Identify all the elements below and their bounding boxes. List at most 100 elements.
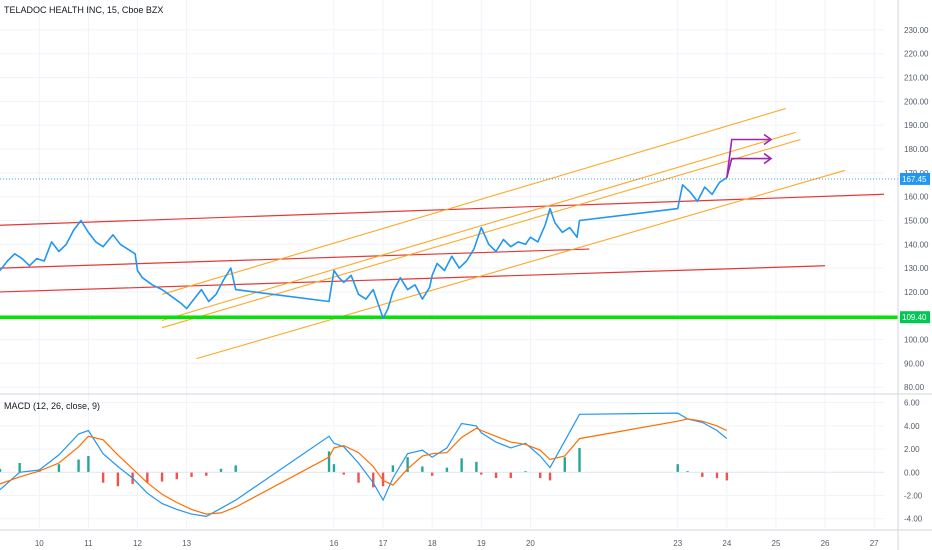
macd-histogram-bar bbox=[101, 472, 105, 483]
projection-arrow bbox=[726, 157, 772, 178]
orange-channel-line bbox=[196, 169, 845, 360]
macd-histogram-bar bbox=[524, 471, 527, 473]
macd-histogram-bar bbox=[391, 465, 395, 473]
red-trend-line bbox=[0, 193, 885, 226]
macd-histogram-bar bbox=[701, 472, 704, 477]
macd-histogram-bar bbox=[146, 472, 149, 483]
x-tick-label: 19 bbox=[477, 539, 486, 548]
macd-histogram-bar bbox=[116, 472, 120, 487]
macd-histogram-bar bbox=[725, 472, 729, 481]
y-tick-label: 130.00 bbox=[904, 264, 929, 273]
gridlines bbox=[0, 0, 884, 528]
macd-histogram-bar bbox=[381, 472, 385, 487]
signal-line bbox=[0, 418, 728, 515]
orange-channel-line bbox=[161, 107, 786, 295]
projection-arrow bbox=[726, 138, 772, 178]
macd-histogram-bar bbox=[539, 472, 542, 479]
macd-label: MACD (12, 26, close, 9) bbox=[4, 401, 100, 411]
macd-histogram-bar bbox=[494, 472, 498, 479]
y-tick-label: 100.00 bbox=[904, 336, 929, 345]
macd-histogram-bar bbox=[327, 451, 331, 473]
x-tick-label: 13 bbox=[182, 539, 191, 548]
orange-channel-line bbox=[161, 138, 801, 329]
x-tick-label: 11 bbox=[84, 539, 93, 548]
macd-y-tick-label: 4.00 bbox=[904, 422, 920, 431]
macd-histogram-bar bbox=[445, 467, 449, 473]
support-badge bbox=[900, 311, 930, 324]
macd-histogram-bar bbox=[548, 472, 552, 481]
macd-histogram-bar bbox=[18, 463, 21, 473]
macd-line bbox=[0, 412, 728, 518]
macd-histogram-bar bbox=[87, 456, 90, 473]
arrow-head bbox=[763, 152, 773, 165]
arrow-head bbox=[763, 133, 773, 146]
y-tick-label: 90.00 bbox=[904, 359, 925, 368]
macd-histogram-bar bbox=[509, 472, 512, 479]
y-tick-label: 180.00 bbox=[904, 145, 929, 154]
macd-histogram-bar bbox=[563, 457, 566, 473]
macd-histogram-bar bbox=[480, 472, 483, 475]
x-tick-label: 24 bbox=[722, 539, 731, 548]
macd-histogram-bar bbox=[715, 472, 719, 479]
macd-histogram-bar bbox=[578, 447, 581, 473]
x-tick-label: 20 bbox=[526, 539, 535, 548]
last-price-badge bbox=[900, 172, 930, 185]
macd-histogram-bar bbox=[332, 464, 336, 473]
x-tick-label: 17 bbox=[379, 539, 388, 548]
macd-y-tick-label: 0.00 bbox=[904, 468, 920, 477]
y-tick-label: 120.00 bbox=[904, 288, 929, 297]
macd-histogram-bar bbox=[357, 472, 360, 483]
x-tick-label: 18 bbox=[428, 539, 437, 548]
red-trend-line bbox=[0, 265, 826, 293]
macd-histogram-bar bbox=[190, 472, 193, 477]
macd-y-tick-label: -2.00 bbox=[904, 492, 923, 501]
support-value: 109.40 bbox=[902, 313, 927, 322]
price-series bbox=[0, 176, 728, 320]
macd-histogram-bar bbox=[460, 458, 463, 473]
trend-lines bbox=[0, 107, 898, 360]
macd-histogram-bar bbox=[475, 461, 478, 473]
macd-histogram-bar bbox=[342, 472, 345, 475]
macd-histogram-bar bbox=[676, 464, 679, 473]
macd-histogram-bar bbox=[57, 464, 61, 473]
y-tick-label: 150.00 bbox=[904, 216, 929, 225]
last-price-value: 167.45 bbox=[902, 175, 927, 184]
x-tick-label: 27 bbox=[870, 539, 879, 548]
macd-histogram-bar bbox=[406, 457, 409, 473]
y-tick-label: 200.00 bbox=[904, 97, 929, 106]
x-tick-label: 12 bbox=[133, 539, 142, 548]
chart-title: TELADOC HEALTH INC, 15, Cboe BZX bbox=[4, 5, 163, 15]
x-tick-label: 26 bbox=[821, 539, 830, 548]
macd-histogram-bar bbox=[0, 468, 2, 473]
macd-histogram-bar bbox=[205, 472, 208, 476]
x-tick-label: 23 bbox=[673, 539, 682, 548]
macd-histogram-bar bbox=[421, 466, 424, 473]
macd-histogram-bar bbox=[219, 468, 223, 473]
macd-histogram-bar bbox=[686, 471, 689, 473]
y-tick-label: 80.00 bbox=[904, 383, 925, 392]
macd-y-tick-label: -4.00 bbox=[904, 515, 923, 524]
macd-histogram-bar bbox=[372, 472, 375, 488]
macd-histogram-bar bbox=[234, 465, 237, 473]
macd-histogram-bar bbox=[430, 472, 434, 476]
macd-panel bbox=[0, 412, 884, 518]
x-tick-label: 16 bbox=[330, 539, 339, 548]
orange-channel-line bbox=[161, 131, 796, 322]
macd-histogram-bar bbox=[160, 472, 164, 482]
y-tick-label: 210.00 bbox=[904, 74, 929, 83]
price-line bbox=[0, 176, 728, 320]
y-tick-label: 190.00 bbox=[904, 121, 929, 130]
y-tick-label: 140.00 bbox=[904, 240, 929, 249]
red-trend-line bbox=[0, 248, 590, 269]
y-tick-label: 230.00 bbox=[904, 26, 929, 35]
macd-histogram-bar bbox=[77, 459, 80, 473]
macd-y-tick-label: 6.00 bbox=[904, 399, 920, 408]
macd-y-tick-label: 2.00 bbox=[904, 445, 920, 454]
x-tick-label: 25 bbox=[772, 539, 781, 548]
x-tick-label: 10 bbox=[35, 539, 44, 548]
macd-histogram-bar bbox=[175, 472, 178, 480]
y-tick-label: 220.00 bbox=[904, 50, 929, 59]
y-tick-label: 160.00 bbox=[904, 193, 929, 202]
